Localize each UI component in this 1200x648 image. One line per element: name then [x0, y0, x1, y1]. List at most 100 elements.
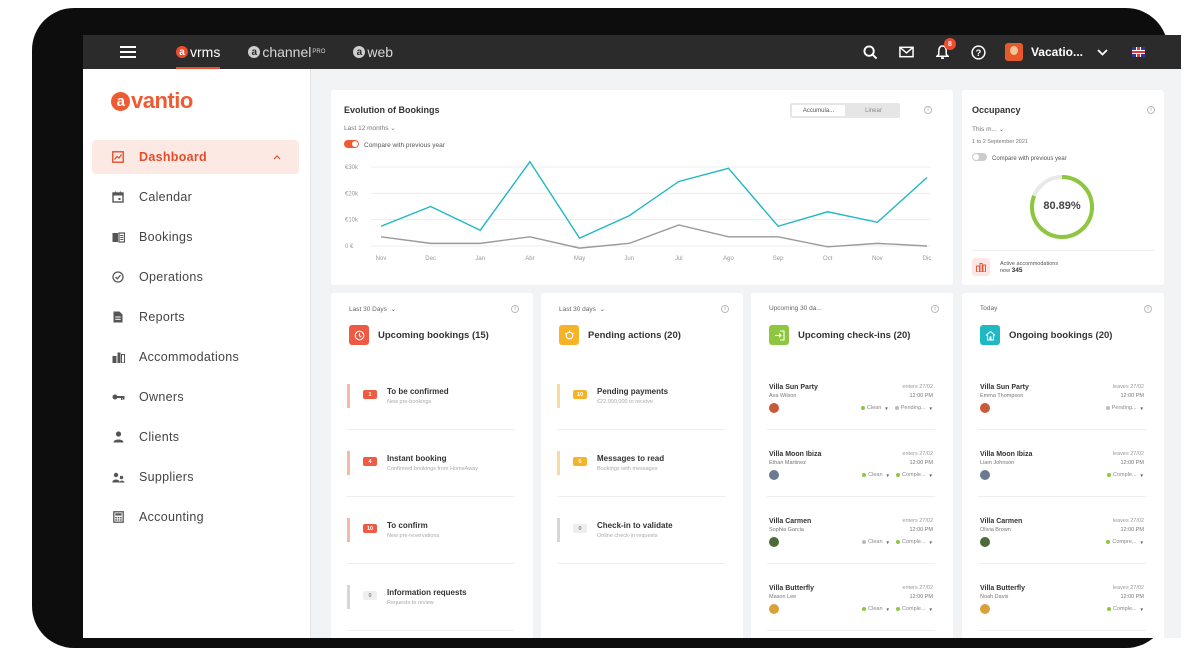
booking-time: 12:00 PM — [909, 594, 933, 600]
period-select[interactable]: Last 12 months ⌄ — [344, 124, 396, 132]
chevron-down-icon: ⌄ — [390, 306, 397, 313]
panel-title: Upcoming check-ins (20) — [769, 325, 910, 345]
booking-date: leaves 27/02 — [1112, 451, 1144, 457]
status-tag[interactable]: Clean ▼ — [862, 606, 890, 612]
status-tag[interactable]: Clean ▼ — [862, 539, 890, 545]
period-select[interactable]: Upcoming 30 da... — [769, 305, 822, 312]
sidebar-item-suppliers[interactable]: Suppliers — [92, 460, 299, 494]
tab-channel[interactable]: a channel PRO — [248, 35, 325, 69]
device-frame: a vrms a channel PRO a web 8 ? — [32, 8, 1181, 648]
booking-row[interactable]: Villa Sun Party Ava Wilson enters 27/02 12:… — [767, 363, 935, 430]
booking-row[interactable]: Villa Butterfly Mason Lee enters 27/02 12:0… — [767, 564, 935, 631]
active-count: 345 — [1011, 266, 1023, 274]
booking-row[interactable]: Villa Butterfly Noah Davis leaves 27/02 12:… — [978, 564, 1146, 631]
login-icon — [769, 325, 789, 345]
booking-row[interactable]: Villa Moon Ibiza Liam Johnson leaves 27/02… — [978, 430, 1146, 497]
booking-time: 12:00 PM — [1120, 393, 1144, 399]
bell-icon[interactable]: 8 — [925, 35, 961, 69]
info-icon[interactable]: i — [1147, 106, 1155, 114]
chevron-down-icon: ▼ — [928, 539, 933, 545]
search-icon[interactable] — [853, 35, 889, 69]
tab-web[interactable]: a web — [353, 35, 393, 69]
booking-date: leaves 27/02 — [1112, 518, 1144, 524]
chevron-down-icon — [1097, 45, 1108, 59]
upcoming-bookings-panel: Last 30 Days ⌄ i Upcoming bookings (15) … — [331, 293, 533, 638]
period-select[interactable]: Last 30 days ⌄ — [559, 305, 605, 313]
booking-row[interactable]: Villa Carmen Sophia Garcia enters 27/02 12:… — [767, 497, 935, 564]
booking-row[interactable]: Villa Sun Party Emma Thompson leaves 27/02… — [978, 363, 1146, 430]
status-tag[interactable]: Comple... ▼ — [1106, 472, 1144, 478]
toggle-switch[interactable] — [344, 140, 359, 148]
status-tag[interactable]: Clean ▼ — [862, 472, 890, 478]
chevron-down-icon: ▼ — [885, 472, 890, 478]
sidebar-item-bookings[interactable]: Bookings — [92, 220, 299, 254]
status-bar — [347, 384, 350, 408]
user-menu[interactable]: Vacatio... — [1004, 43, 1108, 61]
status-tag-label: Pending... — [1111, 405, 1137, 411]
occupancy-period-select[interactable]: This m... ⌄ — [972, 125, 1004, 133]
sidebar-item-label: Owners — [139, 390, 184, 404]
mode-accumulated[interactable]: Accumula... — [792, 105, 845, 116]
status-tag[interactable]: Clean ▼ — [860, 405, 889, 411]
sidebar-item-accounting[interactable]: Accounting — [92, 500, 299, 534]
status-tag[interactable]: Comple... ▼ — [895, 606, 933, 612]
info-icon[interactable]: i — [721, 305, 729, 313]
list-item[interactable]: 0 Check-in to validate Online check-in req… — [557, 497, 725, 564]
status-tags: Clean ▼ Comple... ▼ — [862, 606, 933, 612]
sidebar-item-calendar[interactable]: Calendar — [92, 180, 299, 214]
info-icon[interactable]: i — [924, 106, 932, 114]
status-tag[interactable]: Compre... ▼ — [1106, 539, 1144, 545]
status-tag[interactable]: Comple... ▼ — [895, 539, 933, 545]
period-select[interactable]: Last 30 Days ⌄ — [349, 305, 396, 313]
list-item[interactable]: 5 Messages to read Bookings with messages — [557, 430, 725, 497]
list-item[interactable]: 10 To confirm New pre-reservations — [347, 497, 515, 564]
list-item[interactable]: 1 To be confirmed New pre-bookings — [347, 363, 515, 430]
sidebar-item-dashboard[interactable]: Dashboard — [92, 140, 299, 174]
menu-icon[interactable] — [120, 46, 136, 58]
list-item[interactable]: 0 Information requests Requests to review — [347, 564, 515, 631]
info-icon[interactable]: i — [1144, 305, 1152, 313]
status-dot — [895, 607, 900, 611]
villa-name: Villa Butterfly — [980, 585, 1025, 592]
mail-icon[interactable] — [889, 35, 925, 69]
occupancy-gauge — [1030, 175, 1094, 239]
booking-date: leaves 27/02 — [1112, 384, 1144, 390]
sidebar-item-operations[interactable]: Operations — [92, 260, 299, 294]
uk-flag-icon[interactable] — [1132, 47, 1145, 57]
status-tag[interactable]: Pending... ▼ — [894, 405, 933, 411]
compare-toggle[interactable]: Compare with previous year — [344, 140, 445, 149]
sidebar-item-label: Operations — [139, 270, 204, 284]
list-item[interactable]: 4 Instant booking Confirmed bookings from … — [347, 430, 515, 497]
guest-name: Sophia Garcia — [769, 527, 804, 533]
help-icon[interactable]: ? — [961, 35, 997, 69]
sidebar-item-owners[interactable]: Owners — [92, 380, 299, 414]
sidebar-item-clients[interactable]: Clients — [92, 420, 299, 454]
list-item[interactable]: 10 Pending payments €22,000,000 to receive — [557, 363, 725, 430]
count-badge: 4 — [363, 457, 377, 466]
occupancy-compare-toggle[interactable]: Compare with previous year — [972, 153, 1067, 162]
booking-row[interactable]: Villa Carmen Olivia Brown leaves 27/02 12:0… — [978, 497, 1146, 564]
status-tag[interactable]: Comple... ▼ — [1106, 606, 1144, 612]
tab-vrms[interactable]: a vrms — [176, 35, 221, 69]
status-dot — [895, 473, 900, 477]
vrms-logo-icon: a — [176, 46, 188, 58]
status-bar — [347, 518, 350, 542]
status-tag[interactable]: Pending... ▼ — [1105, 405, 1144, 411]
x-tick-label: Nov — [376, 256, 387, 262]
info-icon[interactable]: i — [511, 305, 519, 313]
status-tag-label: Comple... — [901, 539, 926, 545]
buildings-icon — [972, 258, 990, 276]
sidebar-item-accommodations[interactable]: Accommodations — [92, 340, 299, 374]
item-title: Information requests — [387, 588, 467, 597]
panel-title-label: Pending actions (20) — [588, 329, 681, 341]
info-icon[interactable]: i — [931, 305, 939, 313]
x-tick-label: Sep — [773, 256, 784, 262]
status-tag[interactable]: Comple... ▼ — [895, 472, 933, 478]
sidebar-item-reports[interactable]: Reports — [92, 300, 299, 334]
mode-linear[interactable]: Linear — [865, 107, 882, 114]
guest-name: Olivia Brown — [980, 527, 1011, 533]
booking-row[interactable]: Villa Moon Ibiza Ethan Martinez enters 27/… — [767, 430, 935, 497]
item-subtitle: New pre-bookings — [387, 399, 432, 405]
period-select[interactable]: Today — [980, 305, 997, 312]
toggle-switch[interactable] — [972, 153, 987, 161]
